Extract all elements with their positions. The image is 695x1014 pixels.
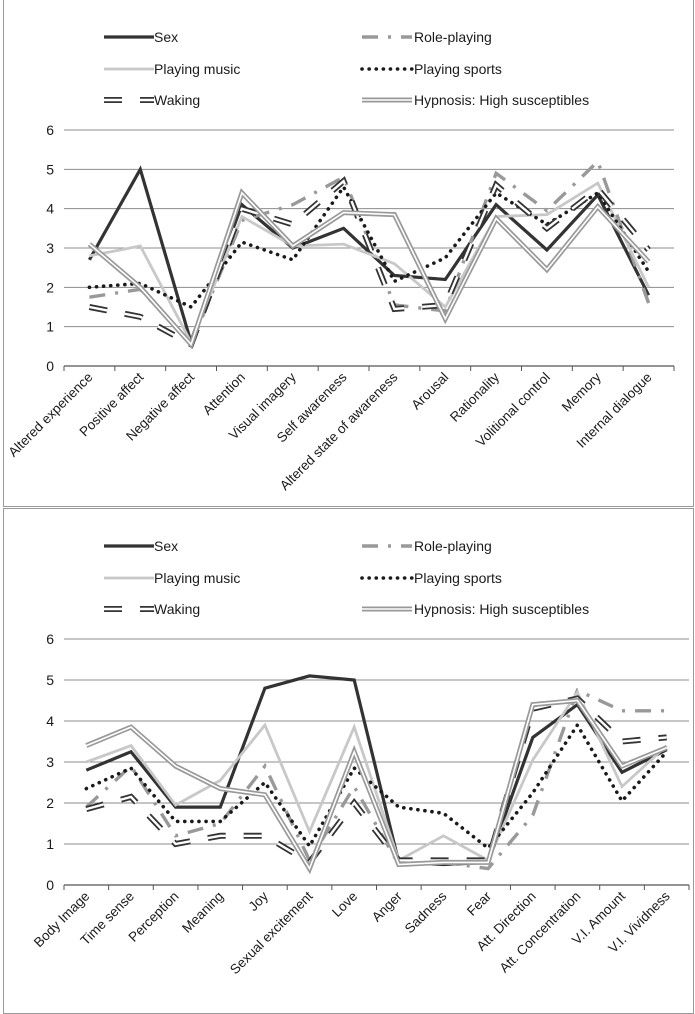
chart-2-xtick-joy: Joy	[246, 888, 272, 914]
chart-2-series-waking-stroke-outer	[85, 695, 667, 867]
chart-2-legend-playing-music: Playing music	[104, 570, 240, 586]
chart-2-legend-hypnosis-high-susceptibles: Hypnosis: High susceptibles	[362, 601, 589, 617]
chart-1-ytick-0: 0	[46, 358, 54, 374]
chart-2-legend-playing-sports-label: Playing sports	[414, 570, 502, 586]
chart-1-xtick-arousal: Arousal	[408, 370, 451, 413]
chart-2-xtick-anger: Anger	[369, 888, 405, 924]
chart-2-legend-waking-label: Waking	[154, 601, 200, 617]
chart-1-legend-sex: Sex	[104, 29, 178, 45]
chart-panel-2: Sex Role-playing Playing music Playing spor…	[3, 508, 694, 1014]
chart-2-xtick-meaning: Meaning	[179, 889, 226, 936]
chart-1-points-playing-music	[89, 183, 648, 342]
chart-1-xtick-altered-experience: Altered experience	[5, 370, 95, 460]
chart-1-ytick-5: 5	[46, 161, 54, 177]
chart-2-ytick-4: 4	[46, 713, 54, 729]
chart-1-xtick-attention: Attention	[200, 370, 248, 418]
chart-1-ytick-3: 3	[46, 240, 54, 256]
chart-2-xtick-sexual-excitement: Sexual excitement	[227, 888, 316, 977]
chart-2-legend-playing-sports: Playing sports	[360, 570, 502, 586]
chart-1-xtick-memory: Memory	[559, 369, 604, 414]
chart-2-legend-playing-music-label: Playing music	[154, 570, 240, 586]
chart-2-series-playing-sports-stroke	[84, 721, 669, 851]
chart-1-series-waking-stroke-outer	[88, 176, 651, 349]
chart-2-series-sex	[85, 674, 668, 867]
chart-1-legend-role-playing: Role-playing	[362, 29, 492, 45]
chart-2-legend-waking: Waking	[104, 601, 200, 617]
chart-2-xtick-sadness: Sadness	[402, 888, 450, 936]
chart-2-xtick-love: Love	[329, 889, 360, 920]
chart-2-series-hypnosis-high-susceptibles-stroke-inner	[85, 699, 668, 871]
chart-2-series-waking-stroke-inner	[85, 697, 667, 864]
chart-1-legend-hypnosis-high-susceptibles-label: Hypnosis: High susceptibles	[414, 92, 589, 108]
chart-panel-1: Sex Role-playing Playing music Playing spor…	[3, 0, 694, 507]
chart-2-legend-role-playing: Role-playing	[362, 538, 492, 554]
chart-1-ytick-6: 6	[46, 122, 54, 138]
chart-1-legend-waking-label: Waking	[154, 92, 200, 108]
chart-1-legend-playing-music-label: Playing music	[154, 61, 240, 77]
chart-2-legend-sex: Sex	[104, 538, 178, 554]
chart-1-legend-role-playing-label: Role-playing	[414, 29, 492, 45]
chart-2-xtick-att-concentration: Att. Concentration	[496, 889, 583, 976]
chart-2-xtick-fear: Fear	[464, 888, 495, 919]
chart-1-series-hypnosis-high-susceptibles	[87, 188, 651, 350]
chart-1-points-waking	[89, 181, 648, 344]
chart-2-legend-sex-label: Sex	[154, 538, 178, 554]
chart-2-ytick-2: 2	[46, 795, 54, 811]
chart-1-legend-waking: Waking	[104, 92, 200, 108]
chart-1-ytick-4: 4	[46, 201, 54, 217]
chart-1-xtick-rationality: Rationality	[447, 369, 502, 424]
chart-1-legend-sex-label: Sex	[154, 29, 178, 45]
chart-1-legend-hypnosis-high-susceptibles: Hypnosis: High susceptibles	[362, 92, 589, 108]
chart-2-ytick-1: 1	[46, 836, 54, 852]
chart-1-series-playing-music-stroke	[89, 181, 650, 346]
chart-1-series-waking	[88, 176, 651, 349]
chart-2-series-hypnosis-high-susceptibles	[85, 697, 668, 875]
chart-2-series-sex-stroke	[85, 674, 668, 867]
chart-2-ytick-3: 3	[46, 754, 54, 770]
chart-2-points-waking	[86, 698, 666, 862]
chart-1-legend-playing-sports: Playing sports	[360, 61, 502, 77]
chart-1-series-hypnosis-high-susceptibles-stroke-outer	[87, 188, 651, 350]
chart-1-series-waking-stroke-inner	[89, 179, 650, 347]
chart-2-svg: Sex Role-playing Playing music Playing spor…	[31, 538, 690, 977]
chart-1-legend-playing-sports-label: Playing sports	[414, 61, 502, 77]
chart-1-legend-playing-music: Playing music	[104, 61, 240, 77]
chart-2-ytick-5: 5	[46, 672, 54, 688]
chart-2-series-playing-sports	[84, 721, 669, 851]
chart-1-ytick-1: 1	[46, 319, 54, 335]
chart-2-legend-hypnosis-high-susceptibles-label: Hypnosis: High susceptibles	[414, 601, 589, 617]
chart-2-ytick-6: 6	[46, 631, 54, 647]
chart-1-svg: Sex Role-playing Playing music Playing spor…	[5, 29, 675, 493]
chart-1-series-hypnosis-high-susceptibles-stroke-inner	[88, 191, 650, 346]
chart-2-series-waking	[85, 695, 667, 867]
chart-1-ytick-2: 2	[46, 279, 54, 295]
chart-1-series-playing-music	[89, 181, 650, 346]
chart-2-legend-role-playing-label: Role-playing	[414, 538, 492, 554]
chart-2-ytick-0: 0	[46, 877, 54, 893]
